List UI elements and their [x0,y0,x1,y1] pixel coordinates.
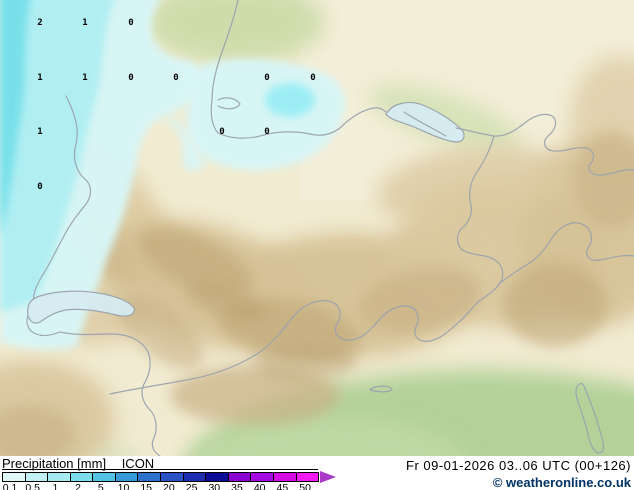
legend-model-label: ICON [121,456,155,471]
colorbar-segment [296,473,319,481]
colorbar-tick-label: 2 [75,482,82,490]
colorbar-tick-label: 0.1 [2,482,18,490]
precip-value: 0 [219,127,224,137]
precip-value: 1 [37,73,42,83]
colorbar-tick-label: 40 [253,482,266,490]
legend-unit-label: [mm] [77,456,107,471]
colorbar-segment [115,473,139,481]
precip-value: 0 [128,73,133,83]
colorbar-segment [251,473,274,481]
precip-value: 1 [82,18,87,28]
forecast-datetime: Fr 09-01-2026 03..06 UTC (00+126) [406,458,631,473]
border-schaffhausen-loop [217,97,241,110]
border-germany-switzerland [210,0,387,139]
precip-value-labels: 2 1 0 1 1 0 0 0 0 1 0 0 0 [37,18,315,192]
precipitation-colorbar [2,472,319,482]
colorbar-segment [273,473,297,481]
borders-layer [26,0,634,456]
precip-value: 0 [264,73,269,83]
colorbar-tick-label: 5 [97,482,104,490]
colorbar-tick-label: 15 [140,482,153,490]
colorbar-tick-label: 50 [299,482,311,490]
map-canvas: 2 1 0 1 1 0 0 0 0 1 0 0 0 [0,0,634,456]
precip-value: 1 [37,127,42,137]
lake-geneva-outline [27,290,135,324]
lake-lugano-outline [369,385,393,393]
border-austria-north [455,113,634,176]
colorbar-tick-label: 10 [117,482,130,490]
colorbar-tick-label: 45 [276,482,289,490]
colorbar-segment [93,473,116,481]
colorbar-segment [70,473,94,481]
colorbar-tick-label: 35 [231,482,243,490]
colorbar-tick-labels: 0.1 0.5 1 2 5 10 15 20 25 30 35 40 45 50 [0,482,340,490]
forecast-map: 2 1 0 1 1 0 0 0 0 1 0 0 0 [0,0,634,456]
precip-value: 0 [264,127,269,137]
colorbar-tick-label: 0.5 [25,482,40,490]
precip-value: 0 [37,182,42,192]
colorbar-segment [183,473,207,481]
colorbar-tick-label: 20 [163,482,175,490]
colorbar-tick-label: 1 [52,482,59,490]
colorbar-segment [206,473,229,481]
colorbar-segment [3,473,26,481]
colorbar-segment [138,473,162,481]
border-france-switzerland [26,95,161,456]
lake-constance-inner-line [403,111,447,137]
precip-value: 0 [128,18,133,28]
colorbar-arrow-icon [320,471,336,483]
legend-footer: Precipitation [mm] ICON 0.1 0.5 1 2 5 10 15 20 2… [0,456,634,490]
border-switzerland-italy [109,222,634,395]
colorbar-segment [48,473,71,481]
colorbar-tick-label: 30 [208,482,221,490]
colorbar-segment [25,473,49,481]
precip-value: 1 [82,73,87,83]
legend-parameter-label: Precipitation [2,456,74,471]
lake-como-outline [575,382,605,454]
border-rhine-valley [456,135,504,284]
precip-value: 0 [310,73,315,83]
precip-value: 0 [173,73,178,83]
colorbar-tick-label: 25 [185,482,198,490]
footer-right-block: Fr 09-01-2026 03..06 UTC (00+126) © weat… [406,458,631,490]
colorbar-segment [161,473,184,481]
precip-value: 2 [37,18,42,28]
legend-title: Precipitation [mm] ICON [2,456,318,471]
colorbar-segment [228,473,252,481]
copyright-notice: © weatheronline.co.uk [492,475,631,490]
